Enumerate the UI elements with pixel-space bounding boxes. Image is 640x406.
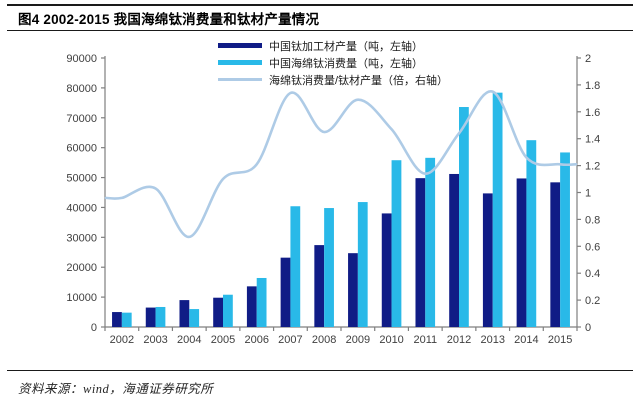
legend-item: 海绵钛消费量/钛材产量（倍，右轴） (218, 71, 448, 88)
x-axis-year-label: 2003 (143, 334, 167, 346)
y-axis-left: 0 10000 20000 30000 40000 50000 60000 70000 8000… (66, 53, 105, 334)
left-axis-tick-label: 90000 (66, 53, 97, 65)
axes (104, 56, 578, 328)
figure-title: 图4 2002-2015 我国海绵钛消费量和钛材产量情况 (18, 12, 320, 27)
x-axis-year-label: 2011 (413, 334, 437, 346)
bar (459, 107, 469, 327)
x-axis-year-label: 2008 (312, 334, 336, 346)
bar (179, 300, 190, 327)
x-axis-year-label: 2002 (110, 334, 134, 346)
left-axis-tick-label: 30000 (66, 232, 97, 244)
bar (381, 213, 392, 327)
bar (425, 157, 436, 327)
y-axis-right: 0 0.2 0.4 0.6 0.8 1 1.2 1.4 1.6 1.8 2 (577, 53, 600, 334)
x-axis-year-label: 2010 (379, 334, 403, 346)
bar (526, 140, 537, 327)
right-axis-tick-label: 1 (585, 188, 591, 200)
bars-consumption (121, 92, 570, 327)
legend-label: 海绵钛消费量/钛材产量（倍，右轴） (269, 74, 449, 87)
bar (449, 173, 459, 327)
legend-item: 中国钛加工材产量（吨，左轴） (218, 37, 448, 54)
legend-marker-production-bar (218, 43, 262, 48)
right-axis-tick-label: 1.2 (585, 161, 600, 173)
right-axis-tick-label: 0.4 (585, 268, 600, 280)
title-divider-rule (7, 30, 633, 31)
x-axis-year-label: 2004 (177, 334, 201, 346)
right-axis-tick-label: 0.6 (585, 241, 600, 253)
bar (246, 286, 257, 327)
bar (256, 277, 267, 327)
chart-legend: 中国钛加工材产量（吨，左轴） 中国海绵钛消费量（吨，左轴） 海绵钛消费量/钛材产量（… (218, 37, 448, 88)
x-axis-year-label: 2013 (480, 334, 504, 346)
x-axis-year-label: 2005 (211, 334, 235, 346)
legend-marker-ratio-line (218, 78, 262, 81)
left-axis-tick-label: 0 (91, 322, 97, 334)
bar (348, 253, 358, 327)
bar (492, 92, 503, 327)
left-axis-tick-label: 40000 (66, 202, 97, 214)
bar (280, 257, 291, 327)
bar (516, 178, 527, 327)
legend-label: 中国海绵钛消费量（吨，左轴） (269, 57, 423, 70)
bar (112, 312, 122, 327)
right-axis-tick-label: 1.6 (585, 107, 600, 119)
legend-label: 中国钛加工材产量（吨，左轴） (269, 40, 423, 53)
left-axis-tick-label: 70000 (66, 113, 97, 125)
x-axis-year-label: 2009 (346, 334, 370, 346)
right-axis-tick-label: 1.8 (585, 80, 600, 92)
x-axis-year-label: 2014 (514, 334, 538, 346)
x-axis: 2002 2003 2004 2005 2006 2007 2008 2009 2010 2011… (104, 327, 578, 346)
bar (121, 312, 132, 327)
left-axis-tick-label: 80000 (66, 83, 97, 95)
footer-rule (7, 370, 633, 371)
left-axis-tick-label: 10000 (66, 292, 97, 304)
x-axis-year-label: 2007 (278, 334, 302, 346)
bar (482, 193, 493, 327)
legend-item: 中国海绵钛消费量（吨，左轴） (218, 54, 448, 71)
right-axis-tick-label: 0.8 (585, 214, 600, 226)
bar (391, 160, 402, 327)
bar (324, 208, 334, 327)
bar (560, 152, 570, 327)
bars-production (112, 173, 561, 327)
bar (145, 307, 156, 327)
top-rule (7, 4, 633, 6)
right-axis-tick-label: 0.2 (585, 295, 600, 307)
right-axis-tick-label: 1.4 (585, 134, 600, 146)
bar (189, 309, 200, 327)
bar (290, 206, 301, 327)
bar (155, 306, 166, 327)
source-note: 资料来源：wind，海通证券研究所 (18, 382, 214, 396)
x-axis-year-label: 2015 (548, 334, 572, 346)
legend-marker-consumption-bar (218, 60, 262, 65)
ratio-line (104, 90, 578, 239)
bar (415, 178, 426, 327)
right-axis-tick-label: 0 (585, 322, 591, 334)
bar (223, 294, 233, 327)
chart-area: 0 10000 20000 30000 40000 50000 60000 70000 8000… (0, 34, 640, 368)
left-axis-tick-label: 50000 (66, 173, 97, 185)
left-axis-tick-label: 60000 (66, 143, 97, 155)
left-axis-tick-label: 20000 (66, 262, 97, 274)
bar (213, 297, 223, 327)
bar (314, 245, 325, 327)
combo-chart: 0 10000 20000 30000 40000 50000 60000 70000 8000… (66, 53, 600, 346)
right-axis-tick-label: 2 (585, 53, 591, 65)
x-axis-year-label: 2012 (447, 334, 471, 346)
bar (550, 182, 561, 327)
x-axis-year-label: 2006 (244, 334, 268, 346)
bar (357, 202, 368, 327)
